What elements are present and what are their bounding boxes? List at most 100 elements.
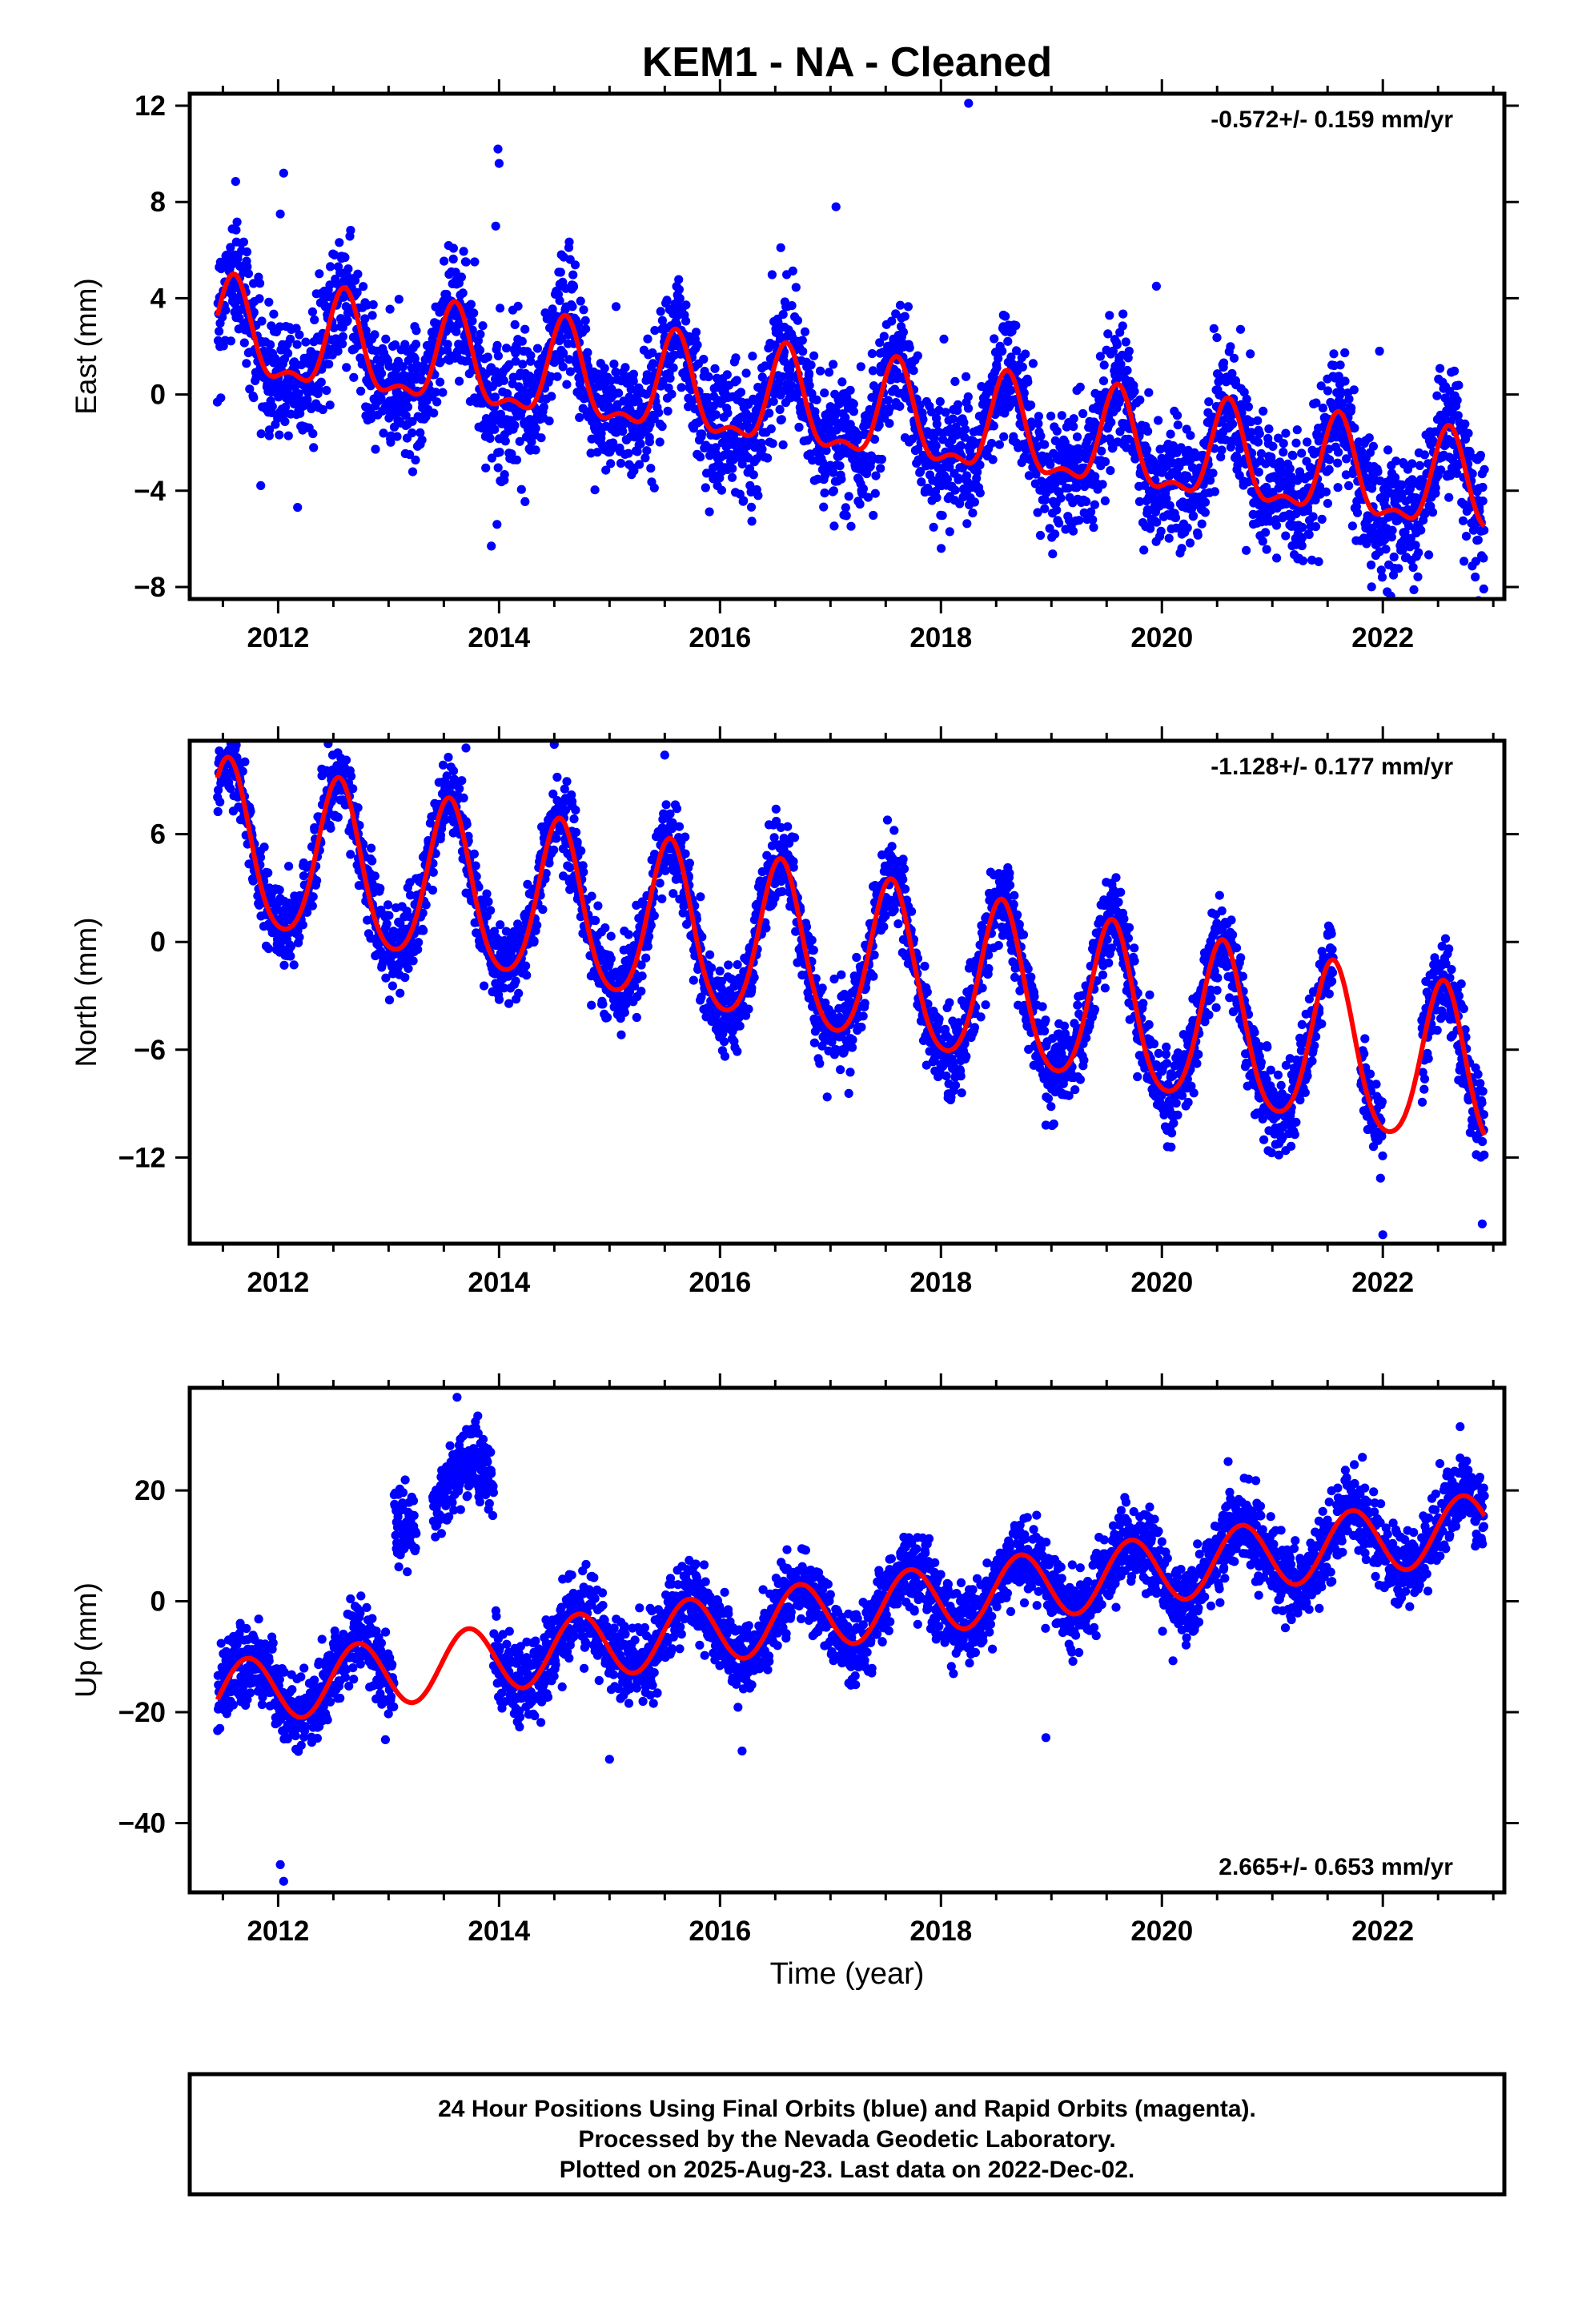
data-point [895,401,905,411]
data-point [937,544,946,553]
data-point [1227,368,1237,379]
data-point [917,477,926,487]
data-point [1281,531,1291,541]
data-point [757,372,767,382]
data-point [990,334,999,344]
data-point [1364,433,1374,443]
data-point [711,443,721,452]
data-point [438,388,448,397]
data-point [1024,471,1034,480]
data-point [1347,403,1356,412]
data-point [1182,523,1192,533]
data-point [517,336,527,346]
data-point [763,453,773,463]
data-point [436,357,445,367]
data-point [346,226,355,235]
data-point [514,988,524,998]
data-point [1018,362,1027,372]
data-point [1028,359,1038,368]
data-point [1478,497,1488,506]
data-point [816,366,825,376]
data-point [1204,397,1214,407]
data-point [286,951,295,961]
data-point [741,368,751,378]
data-point [1258,537,1267,546]
data-point [486,906,496,915]
data-point [1142,444,1152,454]
data-point [499,376,509,385]
data-point [778,440,788,450]
data-point [1452,468,1462,478]
data-point [347,771,356,781]
data-point [747,517,757,526]
data-point [1340,348,1350,358]
data-point [353,803,363,813]
data-point [1239,388,1249,397]
data-point [214,786,223,795]
data-point [1408,562,1418,573]
data-point [243,262,252,271]
data-point [736,388,746,397]
data-point [820,388,829,398]
data-point [1407,459,1417,468]
y-tick-label: −8 [134,572,166,603]
data-point [1479,553,1488,563]
data-point [255,279,265,288]
data-point [1311,522,1321,532]
data-point [1342,454,1351,464]
data-point [1089,522,1098,533]
east-rate-label: -0.572+/- 0.159 mm/yr [1211,107,1453,133]
data-point [381,334,391,344]
data-point [391,340,400,350]
data-point [987,439,997,448]
data-point [1323,499,1332,509]
data-point [283,348,293,358]
data-point [988,455,998,464]
data-point [1098,376,1109,386]
data-point [950,376,960,386]
data-point [568,282,579,292]
data-point [1242,394,1251,404]
data-point [821,445,831,456]
data-point [939,334,949,344]
data-point [562,777,572,786]
data-point [552,372,562,381]
data-point [677,383,686,392]
data-point [452,327,461,336]
data-point [973,467,982,477]
data-point [325,400,335,410]
data-point [371,444,380,454]
data-point [1208,468,1218,478]
data-point [562,380,572,389]
data-point [1414,548,1423,557]
data-point [820,489,829,498]
data-point [1321,487,1331,497]
data-point [626,384,636,394]
data-point [1261,528,1271,537]
data-point [727,472,737,482]
x-tick-label: 2022 [1351,622,1414,653]
data-point [798,347,808,356]
data-point [673,311,683,320]
data-point [1292,425,1302,435]
data-point [1419,450,1429,460]
north-daily-positions [213,741,1489,1240]
east-axis-label: East (mm) [70,278,102,415]
data-point [953,400,962,409]
data-point [579,305,588,315]
data-point [216,393,226,403]
data-point [580,316,590,325]
data-point [704,372,713,382]
data-point [975,460,985,470]
data-point [421,412,431,421]
data-point [900,312,909,321]
data-point [614,388,624,398]
data-point [280,416,290,427]
data-point [292,340,302,349]
data-point [777,415,786,424]
data-point [316,377,326,387]
data-point [267,402,277,412]
data-point [1210,487,1219,497]
data-point [587,1000,596,1010]
data-point [1256,448,1266,459]
